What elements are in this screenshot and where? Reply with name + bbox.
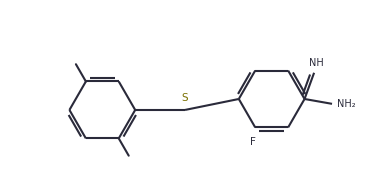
Text: NH: NH xyxy=(309,58,324,68)
Text: F: F xyxy=(250,137,256,147)
Text: NH₂: NH₂ xyxy=(337,99,356,109)
Text: S: S xyxy=(182,93,188,103)
